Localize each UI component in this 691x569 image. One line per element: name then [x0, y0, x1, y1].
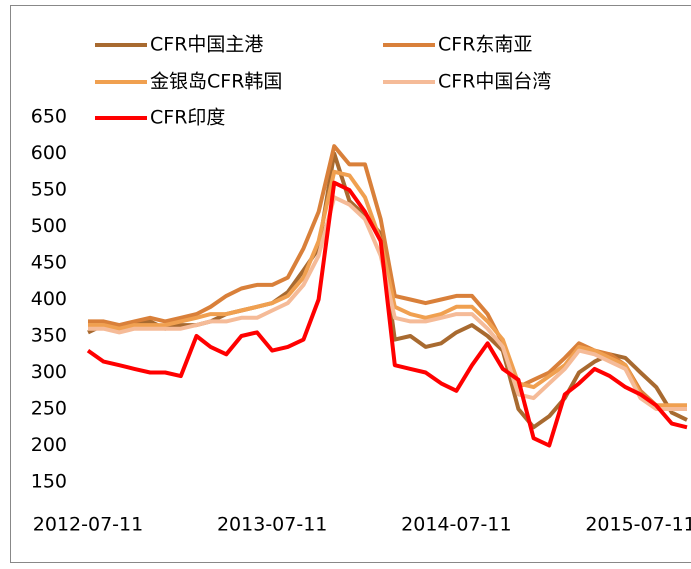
- legend-label: 金银岛CFR韩国: [150, 71, 282, 93]
- x-tick-label: 2012-07-11: [33, 514, 143, 536]
- plot-lines: [86, 144, 688, 448]
- x-tick-label: 2014-07-11: [401, 514, 511, 536]
- series-line: [86, 180, 688, 448]
- legend-label: CFR中国主港: [150, 34, 263, 56]
- series-line: [88, 169, 687, 408]
- y-tick-label: 300: [31, 361, 67, 383]
- y-tick-label: 500: [31, 215, 67, 237]
- y-tick-label: 450: [31, 252, 67, 274]
- legend-label: CFR东南亚: [438, 34, 532, 56]
- y-tick-label: 200: [31, 434, 67, 456]
- y-tick-label: 250: [31, 398, 67, 420]
- y-tick-label: 400: [31, 288, 67, 310]
- legend-label: CFR印度: [150, 107, 225, 129]
- x-tick-label: 2015-07-11: [585, 514, 691, 536]
- x-tick-label: 2013-07-11: [217, 514, 327, 536]
- y-tick-label: 650: [31, 106, 67, 128]
- y-tick-label: 550: [31, 179, 67, 201]
- legend-label: CFR中国台湾: [438, 71, 551, 93]
- y-tick-label: 600: [31, 142, 67, 164]
- y-tick-label: 350: [31, 325, 67, 347]
- y-tick-label: 150: [31, 471, 67, 493]
- chart-border: [10, 5, 691, 563]
